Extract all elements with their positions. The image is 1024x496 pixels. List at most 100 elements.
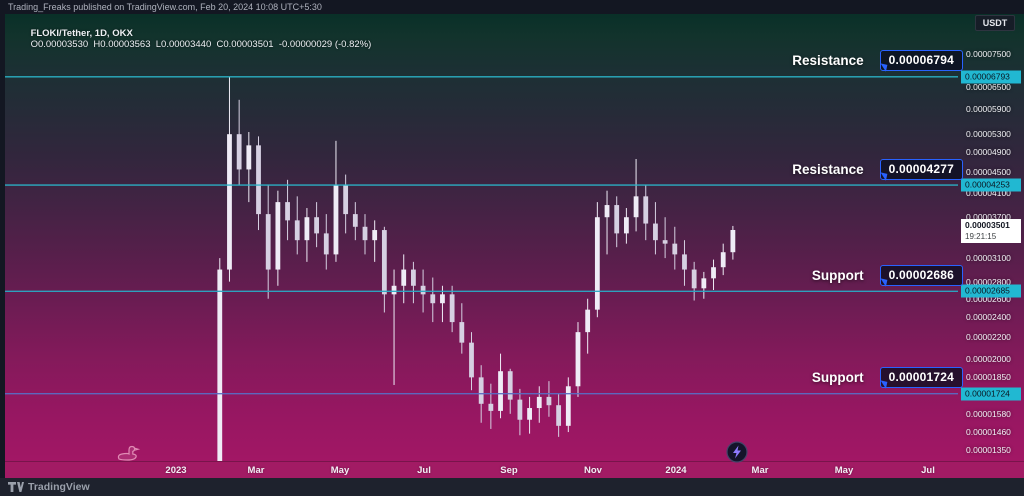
time-axis-label: May — [330, 465, 350, 476]
level-label: Resistance — [792, 161, 864, 177]
candle-body — [217, 269, 223, 461]
candle-body — [265, 214, 271, 270]
price-axis-label: 0.00004100 — [966, 188, 1011, 199]
time-axis-label: 2024 — [665, 465, 687, 476]
level-price-box: 0.00004277 — [879, 158, 963, 180]
level-price-box: 0.00001724 — [879, 367, 963, 389]
left-margin — [0, 14, 5, 478]
candle-body — [478, 377, 484, 404]
price-axis-label: 0.00001460 — [966, 427, 1011, 438]
candle-body — [304, 217, 310, 241]
level-callout[interactable]: Support 0.00001724 — [812, 367, 963, 389]
chart-background — [5, 14, 1024, 461]
level-axis-tag: 0.00001724 — [961, 387, 1021, 401]
candle-body — [585, 309, 591, 333]
candle-body — [633, 196, 639, 218]
price-axis-label: 0.00002400 — [966, 312, 1011, 323]
candle-body — [323, 233, 329, 255]
candle-body — [701, 278, 707, 289]
price-axis-label: 0.00002200 — [966, 332, 1011, 343]
price-axis-label: 0.00006500 — [966, 82, 1011, 93]
level-axis-tag: 0.00002685 — [961, 284, 1021, 298]
price-axis-label: 0.00002800 — [966, 276, 1011, 287]
level-label: Support — [811, 370, 864, 386]
candle-body — [362, 226, 368, 241]
candle-body — [730, 229, 736, 253]
symbol-name[interactable]: FLOKI/Tether, 1D, OKX — [30, 28, 133, 39]
currency-toggle-button[interactable]: USDT — [975, 15, 1015, 31]
candle-body — [401, 269, 407, 286]
candle-body — [391, 285, 397, 295]
price-axis-label: 0.00007500 — [966, 48, 1011, 59]
price-axis-label: 0.00005900 — [966, 104, 1011, 115]
candle-body — [507, 371, 513, 400]
price-axis-label: 0.00001850 — [966, 372, 1011, 383]
candle-body — [653, 223, 658, 241]
candle-body — [643, 196, 649, 224]
candle-body — [594, 217, 600, 310]
price-axis-label: 0.00002000 — [966, 354, 1011, 365]
candle-body — [343, 185, 349, 215]
candle-body — [575, 332, 581, 387]
candle-body — [527, 408, 532, 420]
candle-body — [517, 399, 523, 420]
current-price-label: 0.00003501 19:21:15 — [961, 218, 1021, 243]
level-label: Support — [811, 267, 864, 283]
candle-body — [662, 240, 668, 244]
level-price-box: 0.00002686 — [879, 264, 963, 286]
candle-body — [604, 205, 610, 218]
candle-body — [411, 269, 416, 286]
time-axis-label: Mar — [247, 465, 265, 476]
price-axis-label: 0.00005300 — [966, 129, 1011, 140]
footer-brand[interactable]: TradingView — [28, 481, 90, 493]
level-callout[interactable]: Support 0.00002686 — [812, 264, 963, 286]
price-axis-label: 0.00004500 — [966, 166, 1011, 177]
level-price-box: 0.00006794 — [879, 50, 963, 72]
level-axis-tag: 0.00004253 — [961, 178, 1021, 192]
candle-body — [314, 217, 319, 234]
price-axis-label: 0.00002600 — [966, 293, 1011, 304]
level-label: Resistance — [792, 53, 864, 69]
time-axis-label: May — [834, 465, 854, 476]
candle-body — [236, 134, 242, 170]
candle-body — [285, 202, 290, 221]
candle-body — [333, 185, 339, 255]
level-callout[interactable]: Resistance 0.00004277 — [792, 158, 963, 180]
candle-body — [459, 322, 465, 343]
tradingview-logo-icon[interactable] — [8, 481, 24, 493]
time-axis-label: Jul — [921, 465, 935, 476]
time-axis-label: Jul — [417, 465, 431, 476]
candle-body — [294, 220, 300, 241]
candle-body — [565, 386, 571, 426]
candle-body — [672, 243, 678, 255]
footer-bar: TradingView — [0, 478, 1024, 496]
candle-body — [691, 269, 697, 289]
time-axis[interactable]: 2023 Mar May Jul Sep Nov 2024 Mar May Jul — [5, 461, 1024, 478]
attribution-bar: Trading_Freaks published on TradingView.… — [0, 0, 1024, 14]
candle-body — [546, 396, 552, 406]
ohlc-values: O0.00003530 H0.00003563 L0.00003440 C0.0… — [30, 39, 372, 50]
candle-body — [430, 294, 436, 304]
candle-body — [556, 405, 562, 426]
level-callout[interactable]: Resistance 0.00006794 — [792, 50, 963, 72]
candle-body — [711, 267, 716, 279]
candle-body — [372, 230, 378, 241]
candle-body — [420, 285, 426, 295]
candle-body — [440, 294, 445, 304]
price-axis-label: 0.00001350 — [966, 445, 1011, 456]
candle-body — [536, 396, 542, 409]
candle-body — [682, 254, 687, 270]
price-axis-label: 0.00003700 — [966, 212, 1011, 223]
candle-body — [720, 252, 726, 268]
candle-body — [381, 230, 387, 295]
candle-body — [623, 217, 629, 234]
time-axis-label: 2023 — [165, 465, 187, 476]
symbol-info[interactable]: FLOKI/Tether, 1D, OKX O0.00003530 H0.000… — [20, 17, 372, 61]
price-axis-label: 0.00003100 — [966, 253, 1011, 264]
candle-body — [246, 145, 252, 170]
candle-body — [275, 202, 281, 270]
attribution-text: Trading_Freaks published on TradingView.… — [8, 2, 322, 12]
time-axis-label: Sep — [500, 465, 518, 476]
